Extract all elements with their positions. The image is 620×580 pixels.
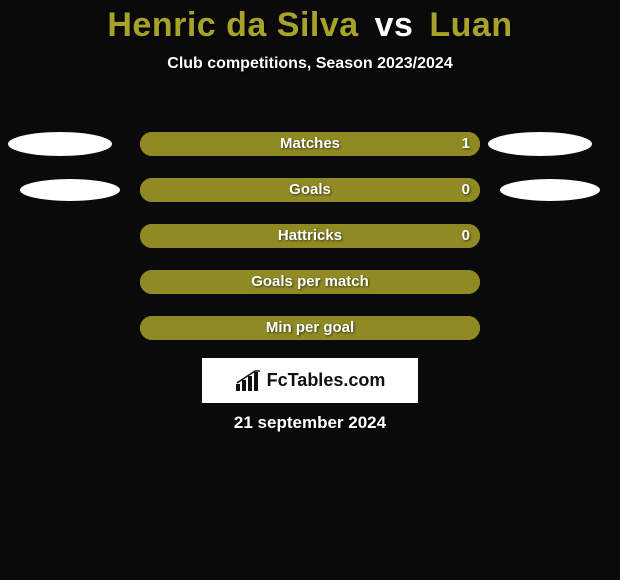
stat-value: 1	[462, 132, 470, 156]
stat-pill: Min per goal	[140, 316, 480, 340]
stat-pill: Goals0	[140, 178, 480, 202]
brand-text: FcTables.com	[267, 370, 386, 391]
stat-row: Min per goal	[0, 305, 620, 351]
player2-marker	[500, 179, 600, 201]
stat-label: Matches	[140, 132, 480, 156]
player1-marker	[8, 132, 112, 156]
stat-pill: Hattricks0	[140, 224, 480, 248]
chart-icon	[235, 370, 261, 392]
stat-label: Goals per match	[140, 270, 480, 294]
title-vs: vs	[375, 6, 414, 44]
title-player1: Henric da Silva	[107, 6, 358, 44]
title-player2: Luan	[429, 6, 512, 44]
stat-row: Goals per match	[0, 259, 620, 305]
player2-marker	[488, 132, 592, 156]
stat-label: Goals	[140, 178, 480, 202]
stat-row: Matches1	[0, 121, 620, 167]
stat-pill: Matches1	[140, 132, 480, 156]
stat-pill: Goals per match	[140, 270, 480, 294]
stat-row: Goals0	[0, 167, 620, 213]
stat-label: Hattricks	[140, 224, 480, 248]
player1-marker	[20, 179, 120, 201]
page-title: Henric da Silva vs Luan	[0, 6, 620, 45]
stat-row: Hattricks0	[0, 213, 620, 259]
stat-label: Min per goal	[140, 316, 480, 340]
brand-badge: FcTables.com	[202, 358, 418, 403]
comparison-infographic: Henric da Silva vs Luan Club competition…	[0, 6, 620, 580]
stat-rows: Matches1Goals0Hattricks0Goals per matchM…	[0, 121, 620, 351]
date-text: 21 september 2024	[0, 413, 620, 433]
stat-value: 0	[462, 178, 470, 202]
stat-value: 0	[462, 224, 470, 248]
subtitle: Club competitions, Season 2023/2024	[0, 55, 620, 73]
